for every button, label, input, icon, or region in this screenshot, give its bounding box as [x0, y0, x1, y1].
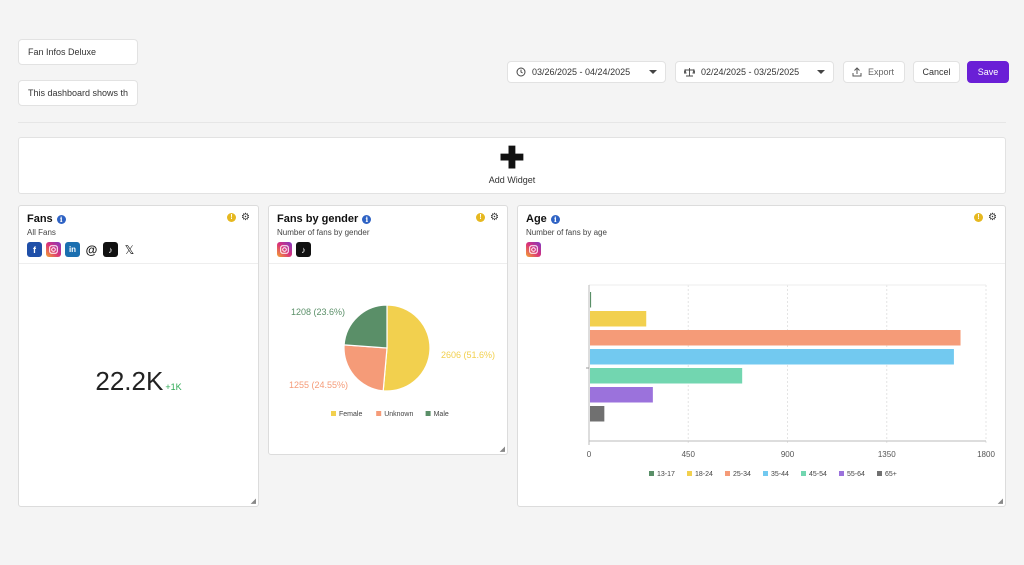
x-tick-label: 450 [682, 450, 696, 459]
add-widget-label: Add Widget [488, 174, 536, 185]
legend-swatch [725, 471, 730, 476]
bar-55-64[interactable] [590, 387, 653, 403]
gear-icon[interactable]: ⚙ [988, 212, 997, 223]
legend-label[interactable]: 13-17 [657, 471, 675, 478]
pie-data-label: 1208 (23.6%) [291, 307, 345, 317]
legend-label[interactable]: 65+ [885, 471, 897, 478]
info-icon[interactable]: i [362, 214, 372, 224]
warning-icon[interactable]: ! [476, 213, 486, 222]
gear-icon[interactable]: ⚙ [241, 212, 250, 223]
divider [269, 263, 507, 264]
pie-data-label: 2606 (51.6%) [441, 350, 495, 360]
instagram-icon [46, 242, 61, 257]
warning-icon[interactable]: ! [974, 213, 984, 222]
legend-swatch [425, 411, 431, 416]
date-range-label: 03/26/2025 - 04/24/2025 [532, 67, 631, 77]
bar-18-24[interactable] [590, 311, 647, 327]
legend-label[interactable]: 25-34 [733, 471, 751, 478]
warning-icon[interactable]: ! [227, 213, 237, 222]
resize-handle[interactable]: ◢ [997, 498, 1003, 505]
widget-title: Fans [27, 213, 53, 225]
tiktok-icon: ♪ [296, 242, 311, 257]
bar-25-34[interactable] [590, 330, 961, 346]
date-range-picker[interactable]: 03/26/2025 - 04/24/2025 [507, 61, 666, 83]
gear-icon[interactable]: ⚙ [490, 212, 499, 223]
legend-label[interactable]: 18-24 [695, 471, 713, 478]
bar-35-44[interactable] [590, 349, 954, 365]
cancel-button[interactable]: Cancel [913, 61, 960, 83]
legend-label[interactable]: 55-64 [847, 471, 865, 478]
export-label: Export [868, 67, 895, 77]
add-widget-button[interactable]: ✚ Add Widget [18, 137, 1006, 194]
fans-total-value: 22.2K [95, 366, 164, 396]
legend-swatch [877, 471, 882, 476]
x-icon: 𝕏 [122, 242, 137, 257]
legend-swatch [331, 411, 336, 416]
threads-icon: @ [84, 242, 99, 257]
widget-title: Fans by gender [277, 213, 359, 225]
legend-label[interactable]: 35-44 [771, 471, 789, 478]
dashboard-description-input[interactable] [18, 80, 138, 106]
x-tick-label: 1800 [977, 450, 995, 459]
save-label: Save [977, 67, 999, 77]
export-button[interactable]: Export [843, 61, 905, 83]
upload-icon [852, 67, 862, 77]
legend-swatch [376, 411, 382, 416]
tiktok-icon: ♪ [103, 242, 118, 257]
fans-delta-value: +1K [165, 382, 182, 392]
facebook-icon: f [27, 242, 42, 257]
compare-range-picker[interactable]: 02/24/2025 - 03/25/2025 [675, 61, 834, 83]
widget-title: Age [526, 213, 547, 225]
widget-subtitle: Number of fans by gender [277, 228, 370, 237]
bar-65+[interactable] [590, 406, 605, 422]
dashboard-title-input[interactable] [18, 39, 138, 65]
pie-slice-unknown[interactable] [343, 344, 388, 392]
widget-subtitle: All Fans [27, 228, 56, 237]
fans-widget: Fans i All Fans f in @ ♪ 𝕏 ! ⚙ 22.2K +1K … [18, 205, 259, 507]
bar-45-54[interactable] [590, 368, 743, 384]
compare-range-label: 02/24/2025 - 03/25/2025 [701, 67, 800, 77]
legend-label[interactable]: Female [339, 411, 362, 418]
scale-icon [684, 68, 695, 77]
divider [18, 122, 1006, 123]
legend-swatch [763, 471, 768, 476]
legend-label[interactable]: Unknown [384, 411, 413, 418]
gender-widget: Fans by gender i Number of fans by gender… [268, 205, 508, 455]
pie-data-label: 1255 (24.55%) [289, 380, 348, 390]
resize-handle[interactable]: ◢ [250, 498, 256, 505]
legend-swatch [839, 471, 844, 476]
divider [19, 263, 258, 264]
divider [518, 263, 1005, 264]
legend-swatch [687, 471, 692, 476]
age-bar-chart: 0 450 900 1350 1800 13-17 18-24 25-34 35-44 45-54… [586, 284, 995, 478]
info-icon[interactable]: i [550, 214, 560, 224]
cancel-label: Cancel [922, 67, 951, 77]
pie-slice-male[interactable] [343, 304, 388, 349]
x-tick-label: 1350 [878, 450, 896, 459]
pie-slice-female[interactable] [382, 304, 431, 392]
info-icon[interactable]: i [56, 214, 66, 224]
age-widget: Age i Number of fans by age ! ⚙ 0 450 900 13… [517, 205, 1006, 507]
x-tick-label: 0 [587, 450, 592, 459]
bar-13-17[interactable] [590, 292, 592, 308]
gender-pie-chart: 2606 (51.6%) 1255 (24.55%) 1208 (23.6%) Fem… [289, 304, 495, 418]
legend-swatch [801, 471, 806, 476]
instagram-icon [277, 242, 292, 257]
clock-icon [516, 67, 526, 77]
legend-label[interactable]: Male [434, 411, 449, 418]
widget-subtitle: Number of fans by age [526, 228, 607, 237]
instagram-icon [526, 242, 541, 257]
chevron-down-icon [649, 70, 657, 74]
legend-swatch [649, 471, 654, 476]
plus-icon: ✚ [499, 141, 525, 175]
linkedin-icon: in [65, 242, 80, 257]
chevron-down-icon [817, 70, 825, 74]
legend-label[interactable]: 45-54 [809, 471, 827, 478]
x-tick-label: 900 [781, 450, 795, 459]
resize-handle[interactable]: ◢ [499, 446, 505, 453]
save-button[interactable]: Save [967, 61, 1009, 83]
